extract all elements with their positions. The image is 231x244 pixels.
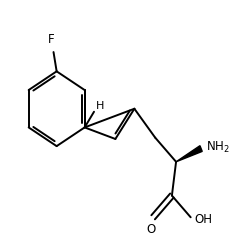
Text: H: H — [96, 101, 104, 111]
Text: O: O — [146, 223, 155, 236]
Text: NH$_2$: NH$_2$ — [205, 140, 229, 155]
Polygon shape — [175, 146, 201, 162]
Text: OH: OH — [194, 213, 212, 226]
Text: F: F — [48, 33, 55, 46]
